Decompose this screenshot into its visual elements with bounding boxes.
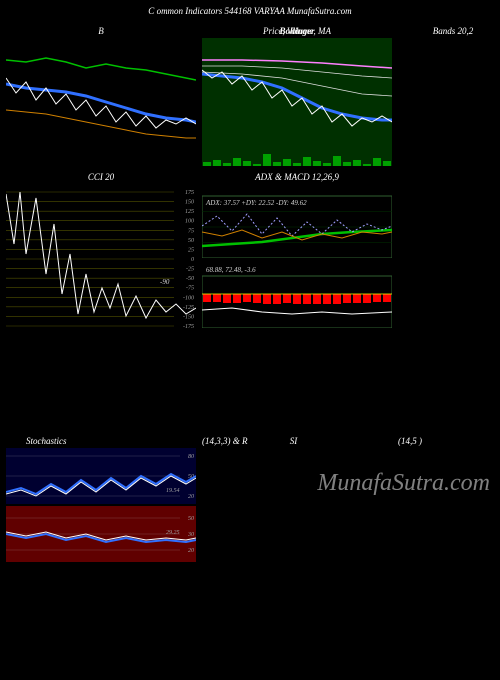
b-chart — [6, 38, 196, 166]
macd-chart: 68.88, 72.48, -3.6 — [202, 264, 392, 328]
svg-text:-100: -100 — [183, 295, 194, 301]
svg-text:25: 25 — [188, 247, 194, 253]
stoch-title: Stochastics — [6, 434, 196, 448]
adx-chart: ADX: 37.57 +DY: 22.52 -DY: 49.62 — [202, 184, 392, 258]
svg-text:-75: -75 — [186, 286, 194, 292]
svg-text:-90: -90 — [160, 278, 170, 286]
svg-text:-50: -50 — [186, 276, 194, 282]
svg-text:68.88, 72.48, -3.6: 68.88, 72.48, -3.6 — [206, 266, 256, 274]
cci-title: CCI 20 — [6, 170, 196, 184]
svg-text:0: 0 — [191, 257, 194, 263]
svg-text:30: 30 — [187, 532, 194, 538]
bands-empty — [398, 38, 500, 166]
b-panel-title: B — [6, 24, 196, 38]
empty-title — [398, 170, 500, 184]
rsi-chart: 50 30 20 29.25 — [6, 506, 196, 562]
stoch-title-mid: (14,3,3) & R SI — [202, 434, 392, 448]
empty-r2 — [398, 184, 500, 334]
stoch-title-si: SI — [290, 436, 298, 446]
stoch-chart: 80502019.54 — [6, 448, 196, 504]
svg-text:20: 20 — [188, 494, 194, 500]
svg-text:100: 100 — [185, 219, 194, 225]
svg-text:75: 75 — [188, 228, 194, 234]
svg-text:20: 20 — [188, 548, 194, 554]
empty-r3b — [398, 448, 500, 562]
svg-text:175: 175 — [185, 190, 194, 196]
svg-text:ADX: 37.57 +DY: 22.52 -DY: 49.: ADX: 37.57 +DY: 22.52 -DY: 49.62 — [205, 199, 307, 207]
bands-panel-title: Bands 20,2 — [398, 24, 500, 38]
svg-text:125: 125 — [185, 209, 194, 215]
adx-title: ADX & MACD 12,26,9 — [202, 170, 392, 184]
header-left: C — [148, 6, 154, 16]
svg-text:-175: -175 — [183, 324, 194, 330]
adx-macd-stack: ADX: 37.57 +DY: 22.52 -DY: 49.62 68.88, … — [202, 184, 392, 334]
stoch-title-right-text: (14,5 ) — [398, 436, 422, 446]
stoch-title-left: Stochastics — [26, 436, 67, 446]
svg-text:-150: -150 — [183, 314, 194, 320]
header-main: ommon Indicators 544168 VARYAA MunafaSut… — [157, 6, 352, 16]
svg-text:50: 50 — [188, 516, 194, 522]
stoch-rsi-stack: 80 50 20 19.54 50 30 20 29.25 — [6, 448, 196, 562]
svg-text:-25: -25 — [186, 267, 194, 273]
svg-text:80: 80 — [188, 454, 194, 460]
stoch-title-right: (14,5 ) — [398, 434, 500, 448]
pv-chart — [202, 38, 392, 166]
svg-text:150: 150 — [185, 200, 194, 206]
pv-panel-title: Price, Volume, MA Bollinger — [202, 24, 392, 38]
pv-overlay-text: Bollinger — [279, 24, 314, 38]
svg-text:50: 50 — [188, 238, 194, 244]
page-header: C ommon Indicators 544168 VARYAA MunafaS… — [0, 0, 500, 20]
empty-r3a — [202, 448, 392, 562]
cci-chart: 1751501251007550250-25-50-75-100-125-150… — [6, 184, 196, 334]
svg-text:29.25: 29.25 — [166, 530, 180, 536]
stoch-title-mid-text: (14,3,3) & R — [202, 436, 248, 446]
svg-text:19.54: 19.54 — [166, 487, 180, 494]
